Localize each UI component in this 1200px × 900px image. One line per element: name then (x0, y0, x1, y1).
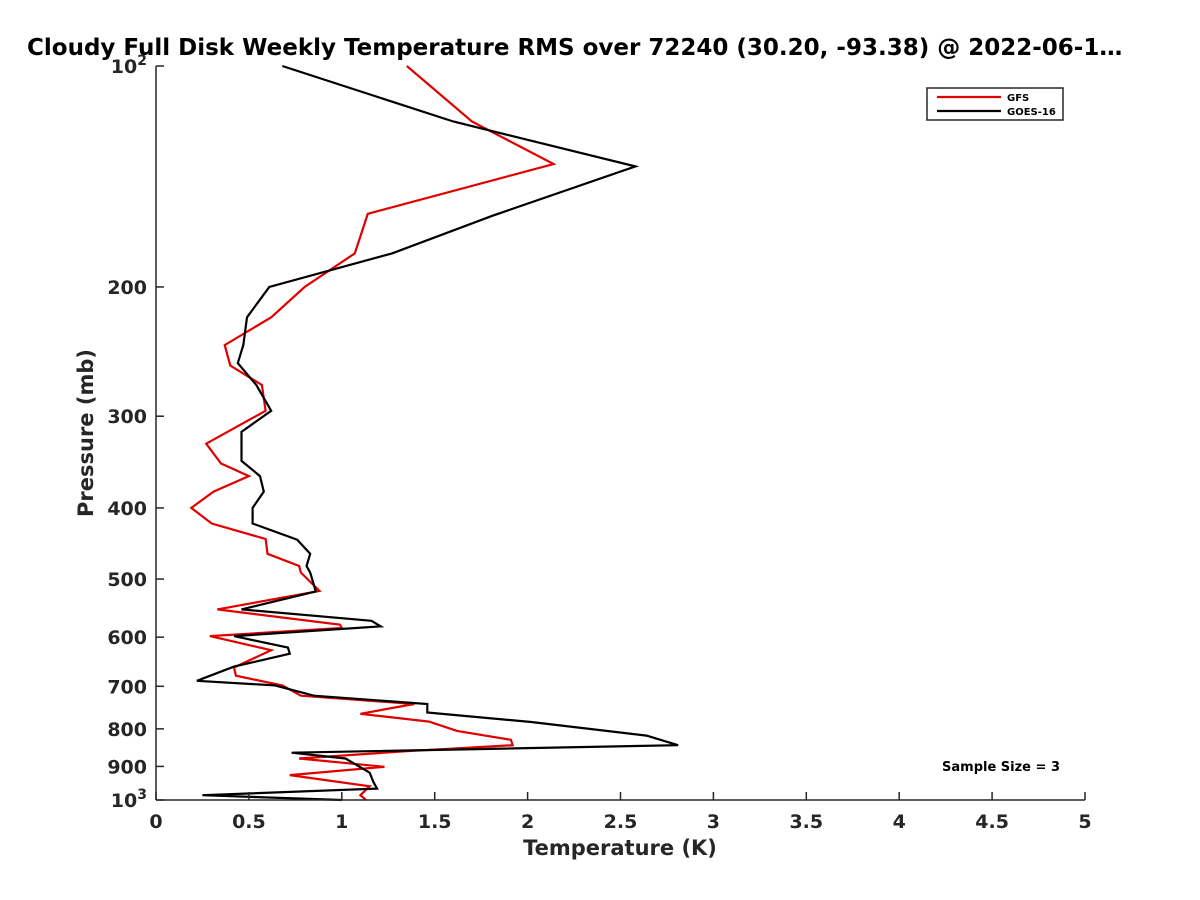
y-tick-exponent: 2 (137, 53, 147, 69)
y-tick-label: 300 (107, 406, 147, 428)
y-tick-base: 10 (111, 790, 137, 812)
y-tick-label: 900 (107, 756, 147, 778)
y-tick-base: 10 (111, 56, 137, 78)
x-tick-label: 2.5 (604, 811, 638, 833)
x-tick-label: 2 (521, 811, 534, 833)
y-tick-label: 700 (107, 676, 147, 698)
legend-label: GOES-16 (1007, 107, 1056, 118)
y-tick-exponent: 3 (137, 787, 147, 803)
y-tick-base: 600 (107, 627, 147, 649)
chart-title: Cloudy Full Disk Weekly Temperature RMS … (27, 35, 1122, 61)
y-tick-base: 500 (107, 569, 147, 591)
legend-box (926, 87, 1064, 121)
y-tick-label: 400 (107, 498, 147, 520)
series-line-gfs (189, 65, 557, 801)
y-tick-base: 200 (107, 277, 147, 299)
plot-area (189, 64, 679, 802)
x-axis: 0 0.5 1 1.5 2 2.5 3 3.5 4 4.5 5 (149, 792, 1092, 833)
series-line-goes-16 (196, 64, 679, 802)
legend: GFS GOES-16 (926, 87, 1064, 121)
x-tick-label: 0.5 (232, 811, 266, 833)
y-tick-label: 103 (111, 787, 147, 812)
x-axis-title: Temperature (K) (523, 836, 717, 860)
y-tick-label: 600 (107, 627, 147, 649)
y-tick-label: 500 (107, 569, 147, 591)
y-tick-label: 102 (111, 53, 147, 78)
sample-size-annotation: Sample Size = 3 (942, 760, 1060, 775)
x-tick-label: 1 (335, 811, 348, 833)
y-tick-base: 700 (107, 676, 147, 698)
x-tick-label: 3 (707, 811, 720, 833)
x-tick-label: 4.5 (975, 811, 1009, 833)
y-tick-label: 800 (107, 719, 147, 741)
x-tick-label: 4 (893, 811, 906, 833)
x-tick-label: 0 (149, 811, 162, 833)
y-tick-base: 400 (107, 498, 147, 520)
x-tick-label: 5 (1078, 811, 1091, 833)
x-tick-label: 3.5 (789, 811, 823, 833)
y-tick-base: 800 (107, 719, 147, 741)
y-tick-base: 900 (107, 756, 147, 778)
y-tick-label: 200 (107, 277, 147, 299)
y-tick-base: 300 (107, 406, 147, 428)
legend-label: GFS (1007, 93, 1029, 104)
x-tick-label: 1.5 (418, 811, 452, 833)
y-axis-title: Pressure (mb) (74, 349, 98, 517)
